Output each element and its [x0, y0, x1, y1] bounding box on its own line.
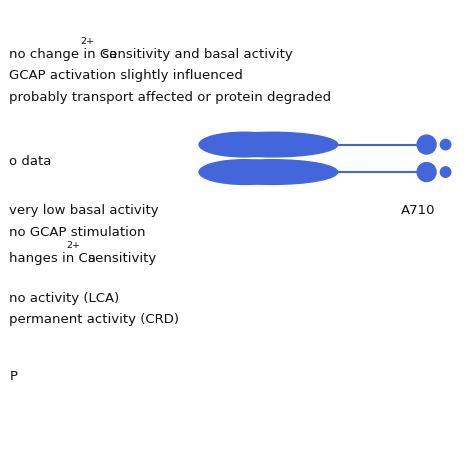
Text: sensitivity and basal activity: sensitivity and basal activity [99, 48, 293, 61]
Text: no change in Ca: no change in Ca [9, 48, 118, 61]
Text: hanges in Ca: hanges in Ca [9, 252, 96, 265]
Text: probably transport affected or protein degraded: probably transport affected or protein d… [9, 91, 332, 104]
Text: P: P [9, 370, 18, 383]
Circle shape [440, 167, 451, 177]
Text: permanent activity (CRD): permanent activity (CRD) [9, 313, 180, 327]
Circle shape [440, 139, 451, 150]
Circle shape [417, 135, 436, 154]
Text: very low basal activity: very low basal activity [9, 204, 159, 218]
Ellipse shape [207, 160, 337, 184]
Text: A710: A710 [401, 204, 435, 218]
Text: no GCAP stimulation: no GCAP stimulation [9, 226, 146, 239]
Text: no activity (LCA): no activity (LCA) [9, 292, 120, 305]
Ellipse shape [207, 132, 337, 157]
Text: 2+: 2+ [66, 241, 80, 250]
Ellipse shape [199, 160, 289, 184]
Text: sensitivity: sensitivity [84, 252, 156, 265]
Ellipse shape [199, 132, 289, 157]
Text: GCAP activation slightly influenced: GCAP activation slightly influenced [9, 69, 243, 82]
Text: o data: o data [9, 155, 52, 168]
Circle shape [417, 163, 436, 182]
Text: 2+: 2+ [81, 37, 94, 46]
